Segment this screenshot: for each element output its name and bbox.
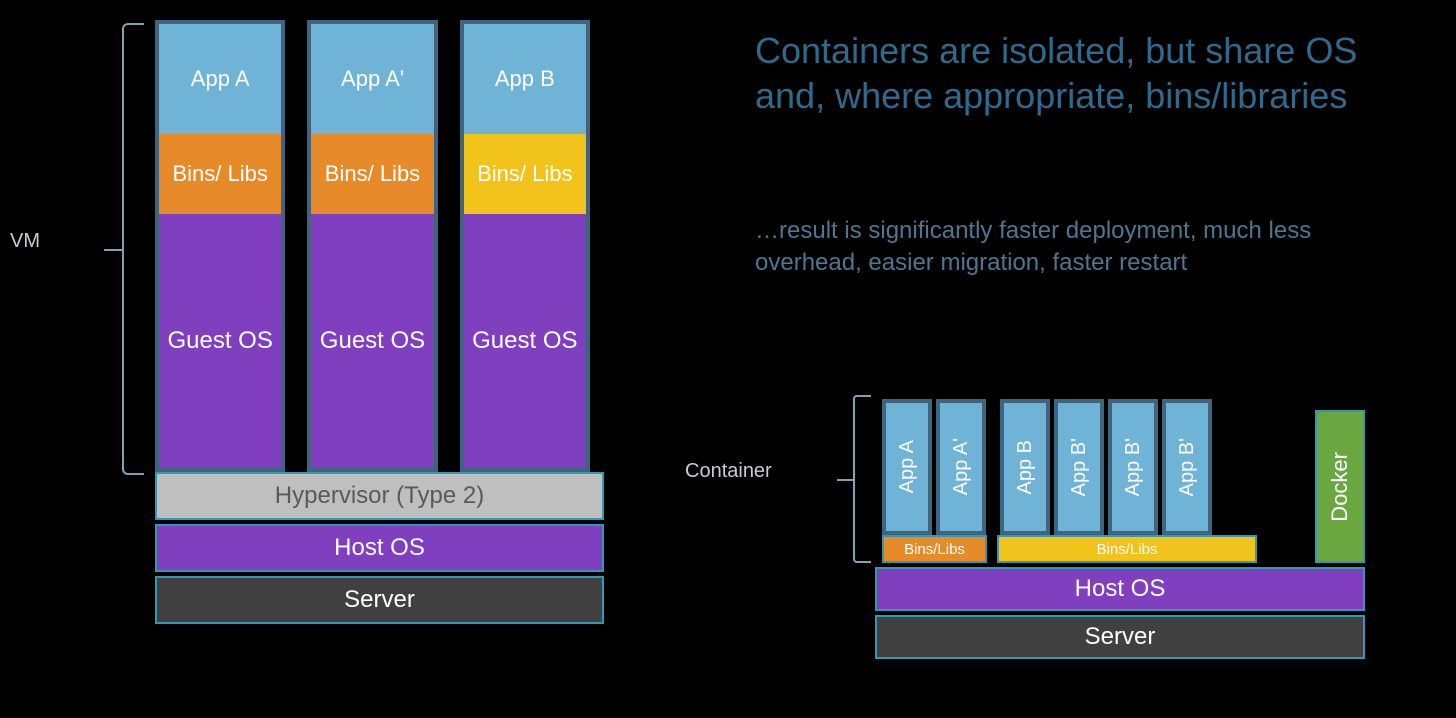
docker-label: Docker (1327, 452, 1353, 522)
ctr-app-a-label: App A (896, 440, 919, 493)
vm-column-1: App A' Bins/ Libs Guest OS (307, 20, 437, 472)
diagram-root: VM App A Bins/ Libs Guest OS App A' Bins… (0, 0, 1456, 718)
ctr-app-ap: App A' (936, 399, 986, 535)
vm-diagram: VM App A Bins/ Libs Guest OS App A' Bins… (100, 20, 600, 624)
vm-column-2: App B Bins/ Libs Guest OS (460, 20, 590, 472)
container-label: Container (685, 460, 772, 483)
container-bracket-tick (837, 479, 853, 481)
ctr-app-b0-label: App B (1014, 440, 1037, 494)
ctr-app-b3-label: App B' (1176, 438, 1199, 496)
ctr-server: Server (875, 615, 1365, 659)
ctr-app-b2-label: App B' (1122, 438, 1145, 496)
vm-column-0: App A Bins/ Libs Guest OS (155, 20, 285, 472)
vm-server: Server (155, 576, 604, 624)
vm-guest-1: Guest OS (311, 214, 433, 468)
vm-columns: App A Bins/ Libs Guest OS App A' Bins/ L… (100, 20, 600, 472)
subtext: …result is significantly faster deployme… (755, 215, 1395, 280)
ctr-bins-a: Bins/Libs (882, 535, 987, 563)
container-base-layers: Host OS Server (875, 567, 1375, 659)
ctr-app-ap-label: App A' (950, 438, 973, 495)
ctr-app-b3: App B' (1162, 399, 1212, 535)
ctr-bins-b: Bins/Libs (997, 535, 1257, 563)
vm-guest-0: Guest OS (159, 214, 281, 468)
container-bins-row: Bins/Libs Bins/Libs (875, 535, 1375, 563)
ctr-hostos: Host OS (875, 567, 1365, 611)
container-apps-group1: App A App A' (882, 399, 986, 535)
vm-app-2: App B (464, 24, 586, 134)
ctr-app-a: App A (882, 399, 932, 535)
vm-label: VM (10, 230, 40, 253)
container-diagram: Container App A App A' App B App B' App … (875, 395, 1375, 659)
ctr-app-b1-label: App B' (1068, 438, 1091, 496)
vm-base-layers: Hypervisor (Type 2) Host OS Server (100, 472, 600, 624)
ctr-app-b1: App B' (1054, 399, 1104, 535)
vm-hypervisor: Hypervisor (Type 2) (155, 472, 604, 520)
vm-bins-1: Bins/ Libs (311, 134, 433, 214)
vm-bins-0: Bins/ Libs (159, 134, 281, 214)
container-apps-row: App A App A' App B App B' App B' App B' … (875, 395, 1375, 535)
vm-app-0: App A (159, 24, 281, 134)
vm-hostos: Host OS (155, 524, 604, 572)
vm-bins-2: Bins/ Libs (464, 134, 586, 214)
headline-text: Containers are isolated, but share OS an… (755, 28, 1395, 118)
vm-app-1: App A' (311, 24, 433, 134)
container-apps-group2: App B App B' App B' App B' (1000, 399, 1212, 535)
container-bracket (853, 395, 871, 563)
ctr-app-b2: App B' (1108, 399, 1158, 535)
vm-guest-2: Guest OS (464, 214, 586, 468)
ctr-app-b0: App B (1000, 399, 1050, 535)
